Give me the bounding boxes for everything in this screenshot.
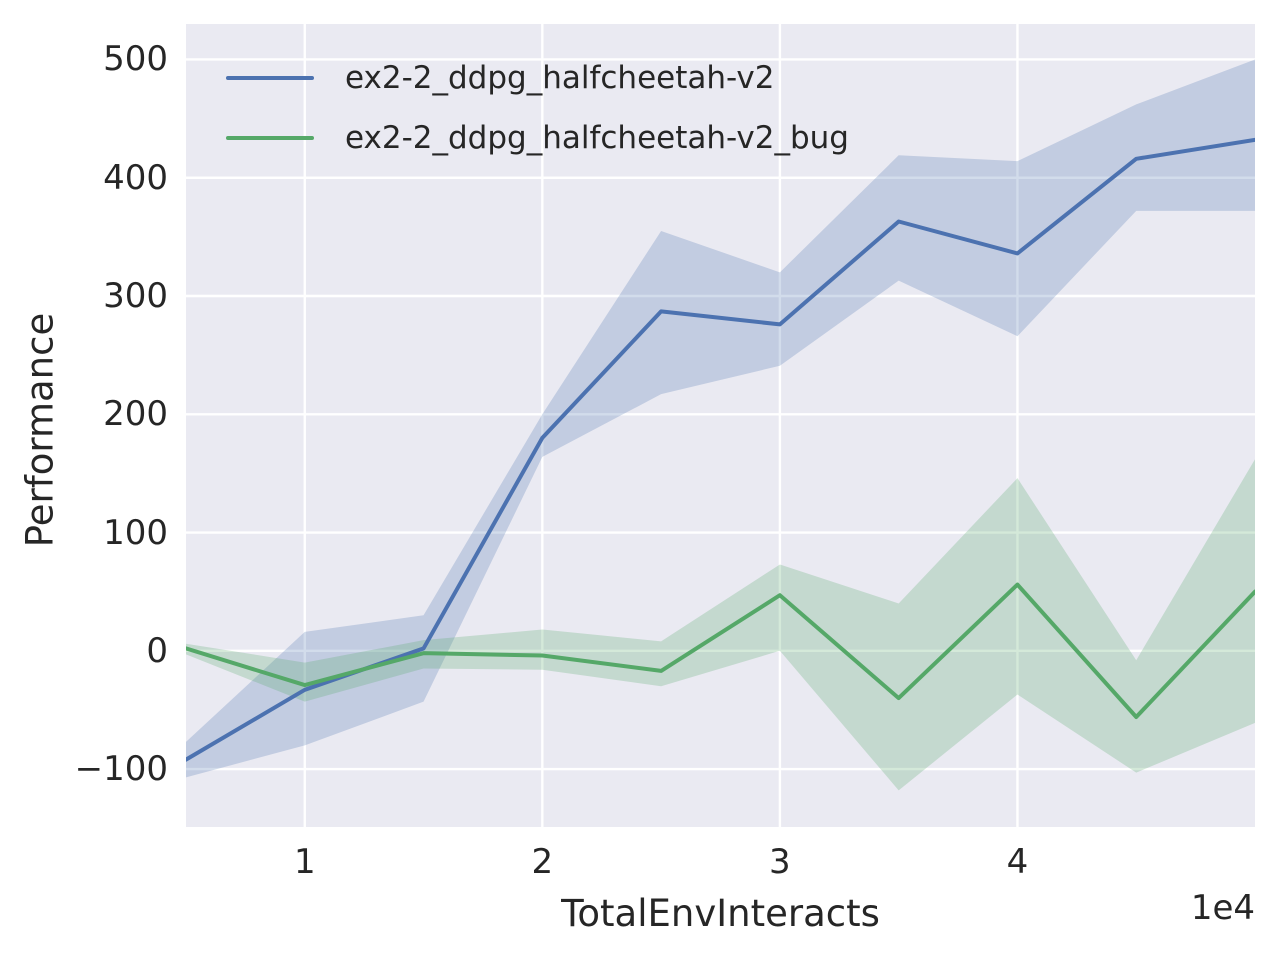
x-axis-label: TotalEnvInteracts xyxy=(561,892,880,935)
y-tick-label: 100 xyxy=(103,512,168,553)
legend-line-swatch xyxy=(226,75,314,81)
data-line xyxy=(186,582,1255,720)
y-tick-label: −100 xyxy=(74,749,168,790)
x-tick-label: 3 xyxy=(769,842,791,882)
y-tick-label: 400 xyxy=(103,157,168,198)
legend-item: ex2-2_ddpg_halfcheetah-v2_bug xyxy=(226,108,849,168)
y-tick-label: 300 xyxy=(103,276,168,316)
legend: ex2-2_ddpg_halfcheetah-v2 ex2-2_ddpg_half… xyxy=(226,48,849,168)
x-tick-label: 2 xyxy=(531,842,554,882)
y-tick-label: 500 xyxy=(103,39,168,80)
plot-area: ex2-2_ddpg_halfcheetah-v2 ex2-2_ddpg_half… xyxy=(186,24,1255,827)
legend-label: ex2-2_ddpg_halfcheetah-v2_bug xyxy=(345,120,849,156)
legend-line-swatch xyxy=(226,135,314,141)
y-tick-label: 0 xyxy=(146,630,168,671)
confidence-band xyxy=(186,459,1255,791)
x-axis-multiplier: 1e4 xyxy=(1190,888,1255,928)
x-tick-label: 1 xyxy=(293,842,316,882)
y-tick-label: 200 xyxy=(103,394,168,435)
legend-item: ex2-2_ddpg_halfcheetah-v2 xyxy=(226,48,849,108)
x-tick-label: 4 xyxy=(1006,842,1029,882)
legend-label: ex2-2_ddpg_halfcheetah-v2 xyxy=(345,60,775,96)
chart-canvas xyxy=(186,24,1255,827)
